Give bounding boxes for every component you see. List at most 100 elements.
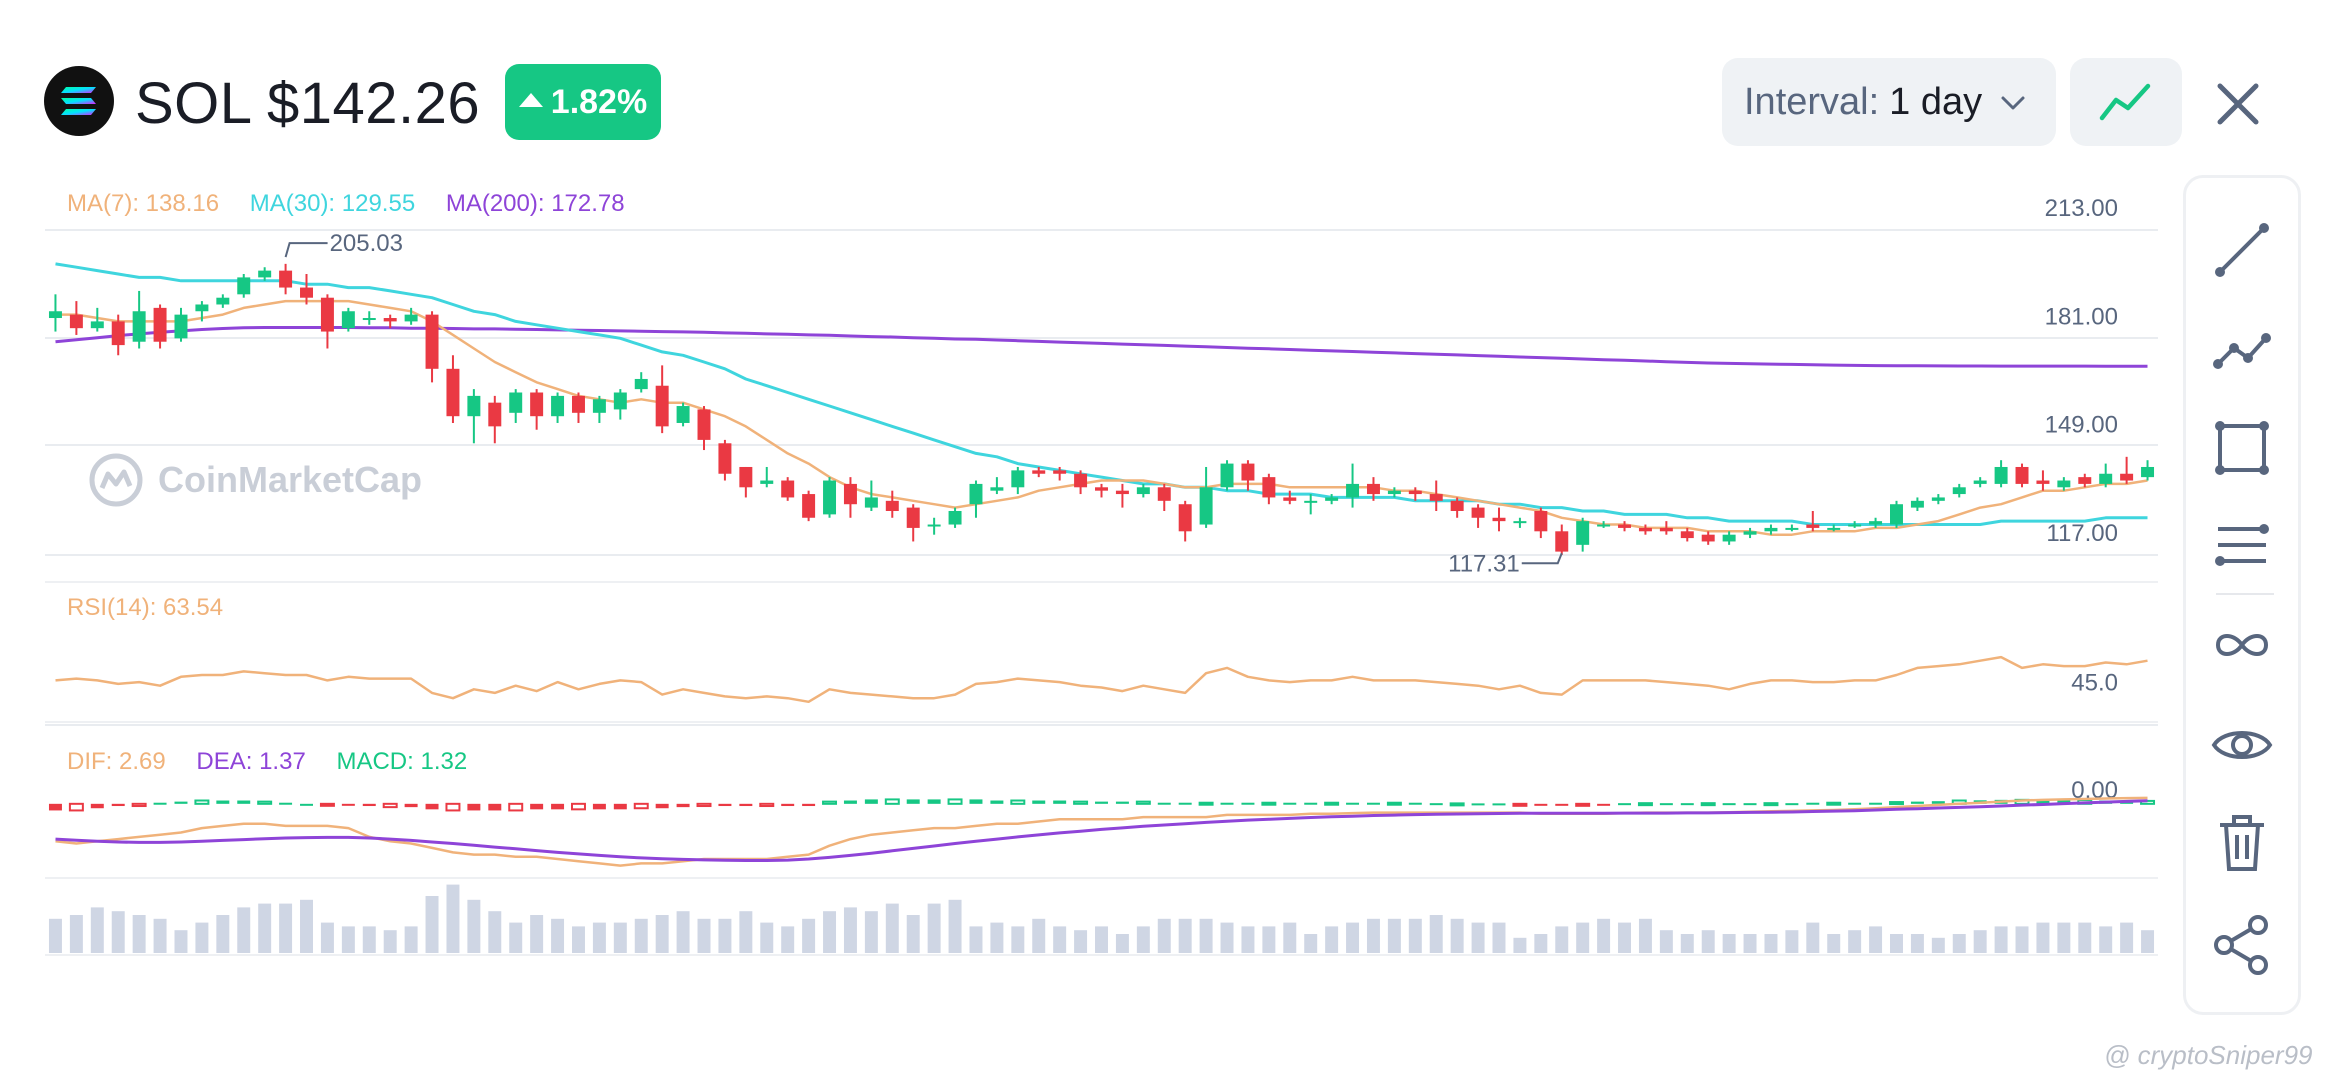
macd-bar <box>194 799 210 805</box>
macd-bar <box>1743 803 1757 806</box>
chart-area[interactable]: 213.00181.00149.00117.0045.00.0010/2611/… <box>0 170 2170 970</box>
volume-bar <box>1869 926 1883 953</box>
candle <box>488 395 502 444</box>
price-tick-label: 213.00 <box>2045 195 2118 222</box>
macd-bar <box>90 803 104 809</box>
candle <box>1743 527 1757 539</box>
volume-bar <box>2141 930 2155 953</box>
candle <box>864 480 878 511</box>
candle <box>300 274 313 305</box>
macd-bar <box>676 803 690 808</box>
candle <box>1680 527 1694 542</box>
solana-logo <box>44 66 114 136</box>
candle-body <box>279 270 293 288</box>
volume-bar <box>1722 934 1736 953</box>
volume-bar <box>1032 918 1046 953</box>
candle <box>404 307 418 325</box>
parallel-lines-tool[interactable] <box>2210 513 2274 577</box>
trend-line-tool[interactable] <box>2210 218 2274 282</box>
candle-body <box>237 277 251 295</box>
candle <box>237 274 251 298</box>
candle-body <box>906 507 920 528</box>
volume-bar <box>1994 926 2008 953</box>
macd-bar <box>1283 802 1297 805</box>
candle-body <box>885 500 899 511</box>
candle <box>1408 487 1422 501</box>
volume-bar <box>1785 930 1799 953</box>
volume-bar <box>1387 918 1401 953</box>
chart-type-button[interactable] <box>2070 58 2182 146</box>
macd-bar <box>488 803 502 811</box>
candle-body <box>69 314 83 329</box>
volume-bar <box>1262 926 1276 953</box>
candle-body <box>1910 500 1924 508</box>
candle-body <box>948 510 962 525</box>
close-button[interactable] <box>2206 72 2270 136</box>
candle-body <box>1241 463 1255 481</box>
candle-body <box>1199 487 1213 525</box>
macd-bar <box>1261 801 1277 806</box>
volume-bar <box>969 926 983 953</box>
volume-bar <box>153 918 167 953</box>
macd-bar <box>1346 802 1360 805</box>
candle <box>990 477 1004 495</box>
candle <box>1471 504 1485 528</box>
candle-body <box>132 311 146 342</box>
visibility-tool[interactable] <box>2210 713 2274 777</box>
volume-bar <box>655 915 669 953</box>
macd-bar <box>927 799 941 804</box>
candle <box>1910 497 1924 511</box>
volume-bar <box>1095 926 1108 953</box>
candle-body <box>1806 524 1820 528</box>
macd-bar <box>1637 802 1653 807</box>
rsi-line <box>55 655 2148 704</box>
candle <box>1827 524 1841 532</box>
macd-bar <box>1910 801 1924 804</box>
candle <box>1346 463 1360 508</box>
macd-bar <box>969 799 983 804</box>
volume-bar <box>1325 926 1339 953</box>
candle-body <box>1869 521 1883 525</box>
candle-body <box>802 494 816 518</box>
candle-body <box>1722 534 1736 542</box>
rectangle-tool[interactable] <box>2210 416 2274 480</box>
macd-bar <box>1471 803 1485 806</box>
volume-bar <box>843 907 857 953</box>
candle-body <box>1492 517 1506 522</box>
legend-rsi: RSI(14): 63.54 <box>67 594 224 621</box>
magnet-tool[interactable] <box>2210 613 2274 677</box>
candle <box>132 290 146 349</box>
high-marker-line <box>284 242 328 258</box>
macd-bar <box>1763 802 1779 807</box>
candle <box>1450 497 1464 518</box>
volume-bar <box>760 922 774 953</box>
candle-body <box>1346 483 1360 498</box>
candle <box>592 395 606 423</box>
high-annotation: 205.03 <box>330 230 403 257</box>
candle <box>90 307 104 332</box>
candle-body <box>446 368 460 417</box>
macd-bar <box>237 800 251 804</box>
volume-bar <box>739 911 753 953</box>
macd-bar <box>1722 803 1736 806</box>
volume-bar <box>320 922 334 953</box>
volume-bar <box>2015 926 2029 953</box>
volume-bar <box>1618 922 1632 953</box>
low-marker-line <box>1521 552 1563 565</box>
volume-bar <box>1638 918 1652 953</box>
eye-icon <box>2211 731 2273 759</box>
macd-bar <box>1680 803 1694 806</box>
delete-tool[interactable] <box>2210 811 2274 875</box>
candle <box>1848 521 1862 528</box>
share-icon <box>2214 915 2268 975</box>
volume-bar <box>2057 922 2071 953</box>
interval-dropdown[interactable]: Interval: 1 day <box>1722 58 2056 146</box>
candle-body <box>551 395 565 417</box>
polyline-tool[interactable] <box>2210 318 2274 382</box>
candle-body <box>1890 504 1903 525</box>
share-tool[interactable] <box>2210 913 2274 977</box>
candle <box>1534 507 1548 539</box>
polyline-icon <box>2213 333 2271 369</box>
candle-body <box>2120 473 2134 481</box>
price: $142.26 <box>267 71 481 136</box>
